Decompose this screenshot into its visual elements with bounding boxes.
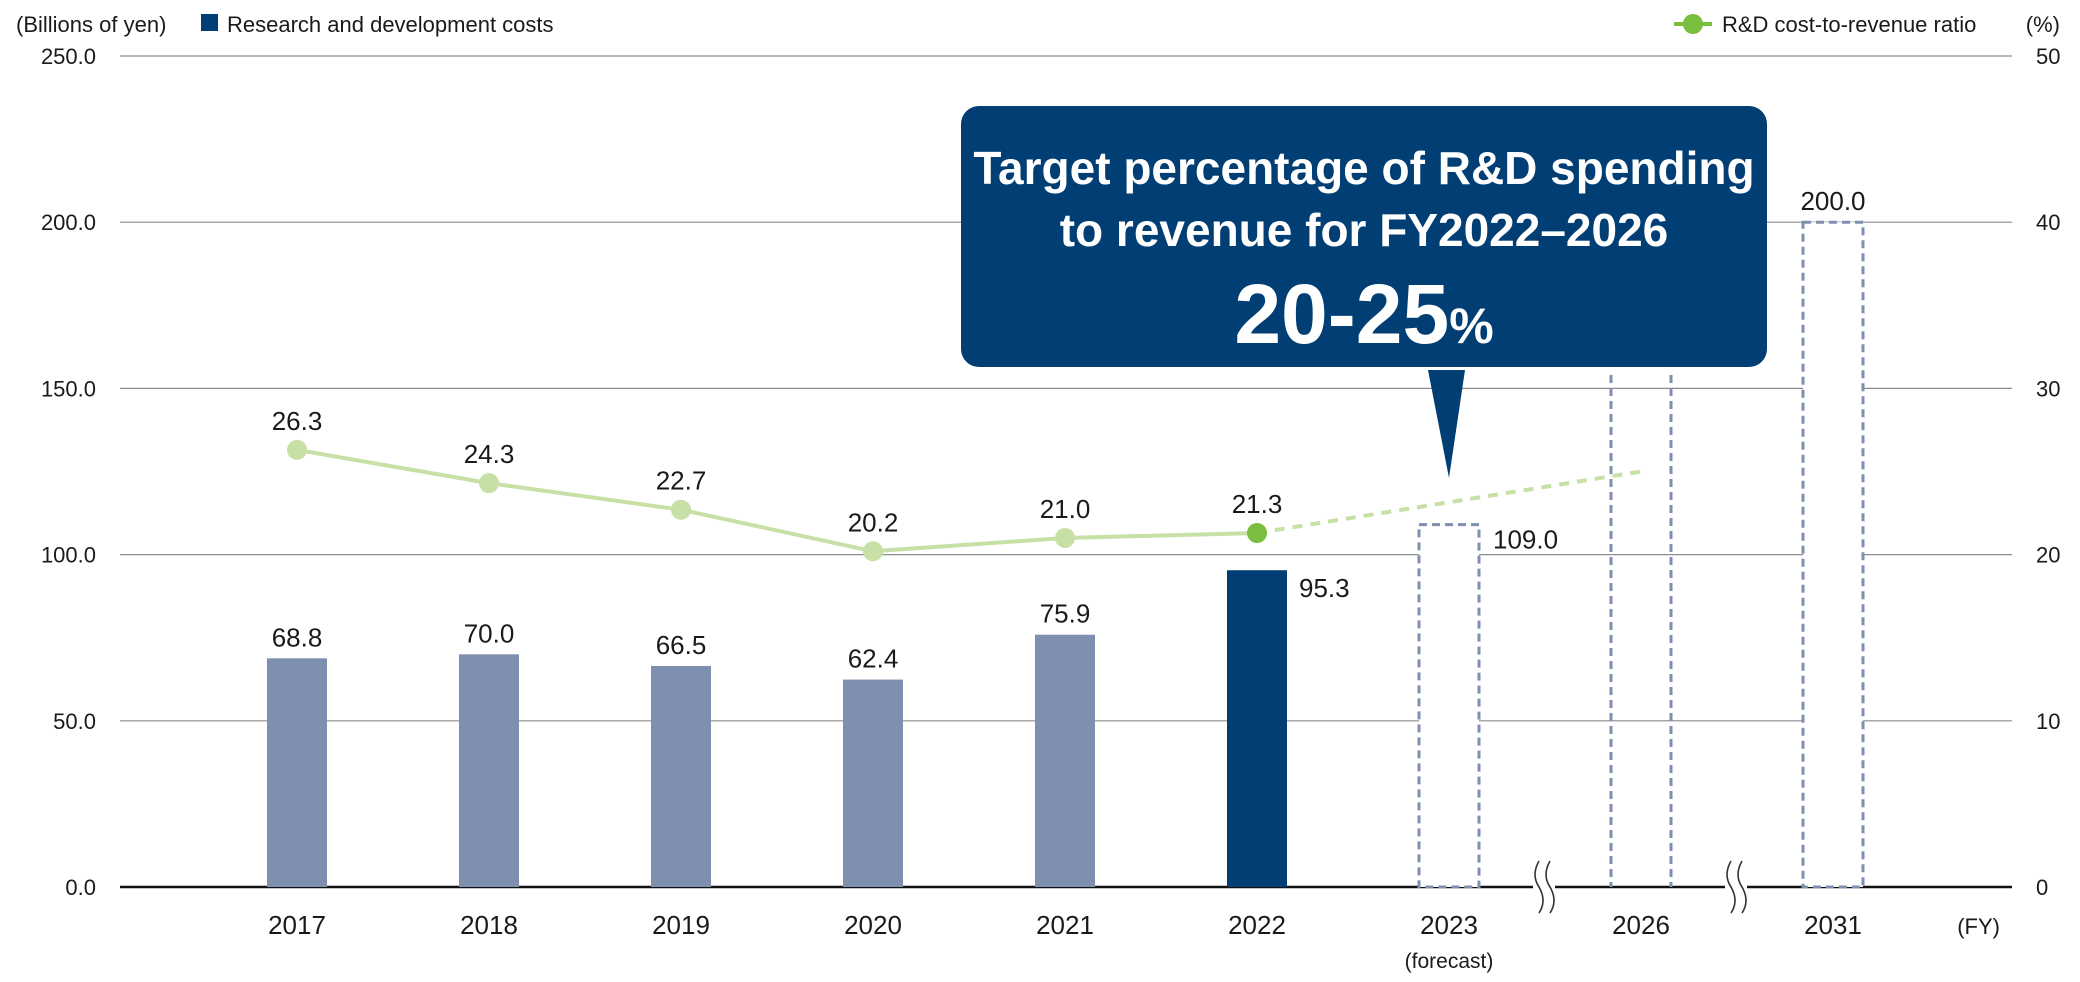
bar-value-label: 68.8 — [272, 622, 323, 652]
left-axis-ticks: 0.0 50.0 100.0 150.0 200.0 250.0 — [41, 44, 96, 900]
right-axis-ticks: 0 10 20 30 40 50 — [2036, 44, 2060, 900]
axis-break-mark — [1726, 860, 1736, 914]
right-axis-unit-label: (%) — [2026, 12, 2060, 37]
legend-label-bar: Research and development costs — [227, 12, 554, 37]
ratio-value-label: 21.0 — [1040, 494, 1091, 524]
x-tick-label: 2023 — [1420, 910, 1478, 940]
ratio-value-label: 21.3 — [1232, 489, 1283, 519]
ratio-marker-2017 — [287, 439, 307, 460]
ratio-line-series — [287, 439, 1642, 562]
left-axis-unit-label: (Billions of yen) — [16, 12, 166, 37]
bar-value-labels: 68.8 70.0 66.5 62.4 75.9 95.3 109.0 200.0 — [272, 186, 1866, 673]
ratio-value-label: 20.2 — [848, 507, 899, 537]
right-tick-label: 50 — [2036, 44, 2060, 69]
bar-value-label: 109.0 — [1493, 525, 1558, 555]
bar-2018 — [459, 654, 519, 887]
axis-break-mark — [1534, 860, 1544, 914]
ratio-marker-2020 — [863, 541, 883, 562]
bar-value-label: 200.0 — [1800, 186, 1865, 216]
callout-target-unit: % — [1449, 298, 1493, 354]
left-tick-label: 250.0 — [41, 44, 96, 69]
left-tick-label: 0.0 — [65, 875, 96, 900]
target-callout: Target percentage of R&D spending to rev… — [961, 106, 1767, 478]
ratio-value-label: 26.3 — [272, 406, 323, 436]
callout-pointer — [1428, 370, 1465, 478]
axis-break-mark — [1545, 860, 1555, 914]
x-tick-label: 2022 — [1228, 910, 1286, 940]
axis-break-gap — [1533, 857, 1555, 917]
x-axis-labels: 2017 2018 2019 2020 2021 2022 2023 (forecast) 20… — [268, 910, 1862, 973]
ratio-value-label: 24.3 — [464, 439, 515, 469]
ratio-value-labels: 26.3 24.3 22.7 20.2 21.0 21.3 — [272, 406, 1283, 537]
bar-2022 — [1227, 570, 1287, 887]
callout-line-1: Target percentage of R&D spending — [973, 142, 1754, 194]
x-tick-label: 2018 — [460, 910, 518, 940]
left-tick-label: 200.0 — [41, 210, 96, 235]
ratio-projection-line — [1256, 469, 1642, 535]
bar-series — [267, 220, 1865, 889]
left-tick-label: 100.0 — [41, 543, 96, 568]
callout-line-2: to revenue for FY2022–2026 — [1060, 204, 1669, 256]
ratio-line-segment — [488, 481, 682, 512]
axis-breaks — [1533, 857, 1747, 917]
axis-break-gap — [1725, 857, 1747, 917]
legend-marker-ratio — [1683, 14, 1703, 34]
ratio-marker-2018 — [479, 473, 499, 494]
bar-2031 — [1801, 220, 1865, 889]
x-axis-unit-label: (FY) — [1957, 914, 2000, 939]
bar-value-label: 66.5 — [656, 630, 707, 660]
ratio-marker-2022 — [1247, 522, 1267, 543]
left-tick-label: 50.0 — [53, 709, 96, 734]
x-tick-label: 2017 — [268, 910, 326, 940]
callout-target: 20-25% — [1234, 267, 1493, 361]
ratio-line-segment — [680, 507, 874, 554]
axis-break-mark — [1737, 860, 1747, 914]
ratio-marker-2021 — [1055, 527, 1075, 548]
ratio-line-segment — [872, 535, 1066, 554]
callout-target-value: 20-25 — [1234, 267, 1449, 361]
left-tick-label: 150.0 — [41, 376, 96, 401]
bar-2023 — [1417, 523, 1481, 889]
bar-2021 — [1035, 634, 1095, 887]
legend-label-ratio: R&D cost-to-revenue ratio — [1722, 12, 1976, 37]
ratio-marker-2019 — [671, 499, 691, 520]
right-tick-label: 40 — [2036, 210, 2060, 235]
bar-2019 — [651, 665, 711, 887]
right-tick-label: 20 — [2036, 543, 2060, 568]
right-tick-label: 30 — [2036, 376, 2060, 401]
x-tick-label: 2021 — [1036, 910, 1094, 940]
ratio-line-segment — [1064, 530, 1258, 540]
bar-value-label: 62.4 — [848, 644, 899, 674]
bar-value-label: 70.0 — [464, 618, 515, 648]
bar-value-label: 95.3 — [1299, 573, 1350, 603]
x-tick-label: 2020 — [844, 910, 902, 940]
bar-2017 — [267, 658, 327, 887]
bar-value-label: 75.9 — [1040, 599, 1091, 629]
right-tick-label: 0 — [2036, 875, 2048, 900]
x-tick-label: 2031 — [1804, 910, 1862, 940]
callout-box — [961, 106, 1767, 367]
legend-swatch-bar — [201, 14, 218, 31]
x-tick-label: 2026 — [1612, 910, 1670, 940]
x-tick-sublabel: (forecast) — [1405, 950, 1494, 973]
bar-2020 — [843, 679, 903, 887]
x-tick-label: 2019 — [652, 910, 710, 940]
right-tick-label: 10 — [2036, 709, 2060, 734]
ratio-line-segment — [296, 447, 490, 486]
ratio-value-label: 22.7 — [656, 466, 707, 496]
